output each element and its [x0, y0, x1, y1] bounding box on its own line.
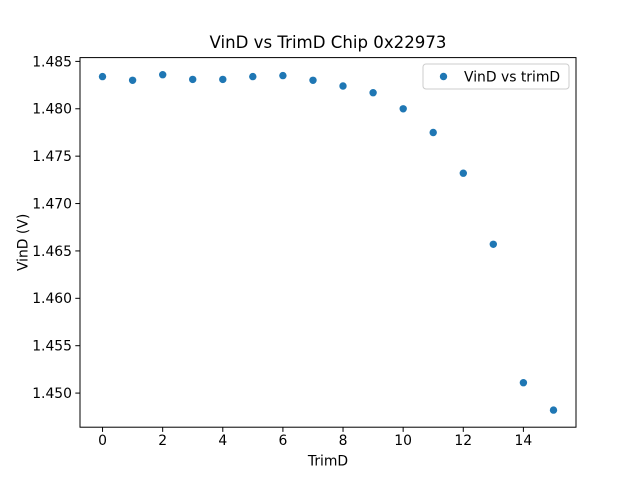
x-tick-label: 6 — [278, 433, 287, 449]
scatter-point — [339, 82, 347, 90]
x-tick-label: 10 — [394, 433, 412, 449]
scatter-point — [459, 169, 467, 177]
y-tick-label: 1.460 — [32, 291, 72, 307]
scatter-point — [369, 89, 377, 97]
y-axis-label: VinD (V) — [16, 214, 32, 271]
scatter-point — [489, 240, 497, 248]
axes-spines — [79, 57, 577, 428]
scatter-point — [98, 72, 107, 81]
scatter-point — [219, 75, 227, 84]
x-tick-label: 2 — [158, 433, 167, 449]
y-tick-label: 1.480 — [32, 102, 72, 118]
scatter-point — [279, 71, 287, 80]
scatter-point — [128, 76, 137, 85]
y-tick-label: 1.465 — [32, 244, 72, 260]
chart-title: VinD vs TrimD Chip 0x22973 — [210, 33, 447, 52]
x-tick-label: 12 — [454, 433, 472, 449]
x-tick-label: 4 — [218, 433, 227, 449]
x-tick-label: 0 — [98, 433, 107, 449]
scatter-point — [189, 75, 197, 84]
x-tick-label: 8 — [339, 433, 348, 449]
scatter-point — [429, 128, 437, 137]
y-tick-label: 1.485 — [32, 54, 72, 70]
x-axis-label: TrimD — [307, 454, 348, 470]
scatter-point — [249, 72, 257, 81]
y-tick-label: 1.455 — [32, 339, 72, 355]
legend-box — [422, 63, 570, 90]
scatter-point — [159, 71, 167, 79]
x-tick-label: 14 — [515, 433, 533, 449]
scatter-point — [549, 406, 558, 414]
legend-marker-icon — [439, 72, 448, 81]
legend-label: VinD vs trimD — [464, 69, 560, 85]
y-tick-label: 1.470 — [32, 196, 72, 212]
scatter-point — [309, 76, 317, 85]
scatter-point — [399, 105, 407, 113]
scatter-point — [519, 379, 528, 387]
y-tick-label: 1.450 — [32, 386, 72, 402]
y-tick-label: 1.475 — [32, 149, 72, 165]
